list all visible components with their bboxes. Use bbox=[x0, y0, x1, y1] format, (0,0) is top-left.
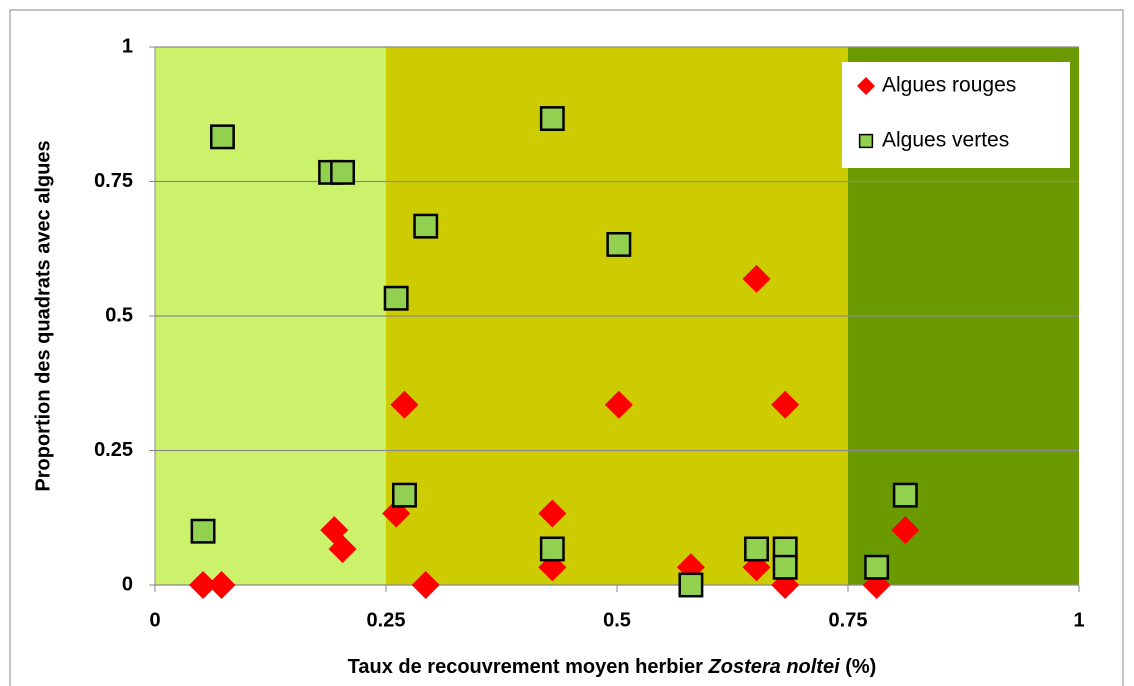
point bbox=[539, 106, 565, 132]
point bbox=[189, 571, 218, 599]
point bbox=[413, 213, 439, 239]
x-axis-title: Taux de recouvrement moyen herbier Zoste… bbox=[348, 656, 877, 678]
x-tick-label: 0.75 bbox=[829, 609, 868, 631]
legend-label: Algues vertes bbox=[882, 129, 1009, 152]
point bbox=[190, 518, 216, 544]
legend-box bbox=[842, 62, 1070, 168]
point bbox=[742, 264, 771, 293]
point bbox=[538, 499, 567, 528]
point bbox=[328, 534, 357, 563]
x-title-part: Taux de recouvrement moyen herbier bbox=[348, 656, 709, 678]
point bbox=[892, 482, 918, 508]
legend-marker bbox=[857, 77, 875, 95]
point bbox=[771, 390, 800, 419]
marks bbox=[189, 106, 920, 599]
legend: Algues rouges Algues vertes bbox=[842, 62, 1070, 168]
y-tick-label: 0.5 bbox=[105, 304, 133, 326]
x-tick-label: 0.5 bbox=[603, 609, 631, 631]
y-tick-label: 0 bbox=[122, 573, 133, 595]
y-tick-label: 0.25 bbox=[94, 439, 133, 461]
legend-label: Algues rouges bbox=[882, 74, 1016, 97]
point bbox=[864, 554, 890, 580]
point bbox=[411, 571, 440, 599]
x-tick-label: 0.25 bbox=[367, 609, 406, 631]
point bbox=[606, 231, 632, 257]
point bbox=[390, 390, 419, 419]
point bbox=[891, 516, 920, 545]
point bbox=[539, 536, 565, 562]
point bbox=[330, 159, 356, 185]
x-tick-label: 0 bbox=[149, 609, 160, 631]
point bbox=[207, 571, 236, 599]
y-tick-label: 0.75 bbox=[94, 170, 133, 192]
x-title-part: Zostera noltei bbox=[708, 656, 841, 678]
x-tick-label: 1 bbox=[1073, 609, 1084, 631]
y-axis-title: Proportion des quadrats avec algues bbox=[32, 140, 54, 491]
point bbox=[744, 536, 769, 562]
x-title-part: (%) bbox=[840, 656, 877, 678]
legend-marker bbox=[858, 133, 874, 149]
point bbox=[392, 482, 417, 508]
y-tick-label: 1 bbox=[122, 35, 133, 57]
point bbox=[772, 554, 798, 580]
point bbox=[678, 572, 704, 598]
point bbox=[383, 285, 409, 311]
grid: 0 0.25 0.5 0.75 1 0 0.25 0.5 0.75 1 bbox=[94, 35, 1085, 631]
point bbox=[210, 124, 235, 150]
point bbox=[604, 390, 633, 419]
